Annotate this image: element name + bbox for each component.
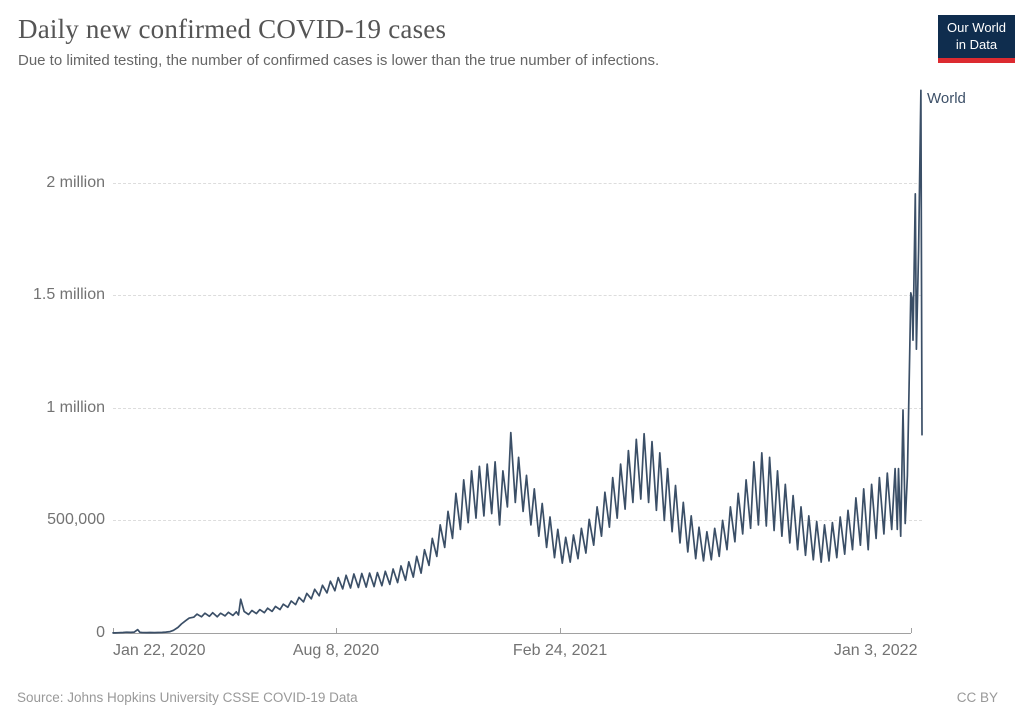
owid-logo[interactable]: Our World in Data: [938, 15, 1015, 63]
series-line-world: [112, 89, 923, 634]
y-gridline: [113, 520, 922, 522]
y-gridline: [113, 182, 922, 184]
y-axis-tick-label: 500,000: [47, 511, 105, 529]
x-axis-tick-label: Jan 3, 2022: [833, 642, 918, 659]
y-axis-tick-label: 0: [96, 624, 105, 641]
series-entity-label[interactable]: World: [927, 90, 966, 107]
owid-logo-line2: in Data: [955, 36, 998, 52]
chart-subtitle: Due to limited testing, the number of co…: [18, 52, 660, 69]
series-line-svg: [112, 89, 923, 634]
license-link[interactable]: CC BY: [956, 690, 998, 705]
x-axis-tick-label: Feb 24, 2021: [512, 642, 608, 659]
y-axis-tick-label: 1.5 million: [32, 286, 105, 304]
y-gridline: [113, 407, 922, 409]
y-gridline: [113, 295, 922, 297]
x-axis-tick: [335, 628, 337, 633]
x-axis-tick-label: Aug 8, 2020: [292, 642, 380, 659]
owid-logo-line1: Our World: [947, 20, 1006, 35]
y-axis-tick-label: 2 million: [46, 173, 105, 191]
x-axis-tick: [113, 628, 114, 633]
x-axis-tick-label: Jan 22, 2020: [113, 642, 206, 659]
x-axis-tick: [560, 628, 562, 633]
source-note: Source: Johns Hopkins University CSSE CO…: [17, 690, 358, 705]
x-axis-tick: [910, 628, 912, 633]
chart-title: Daily new confirmed COVID-19 cases: [18, 14, 447, 44]
x-axis-line: [113, 633, 911, 634]
y-axis-tick-label: 1 million: [46, 398, 105, 416]
